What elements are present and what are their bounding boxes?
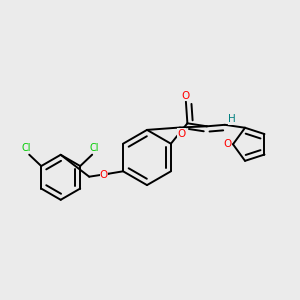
Text: H: H [228,114,236,124]
Text: Cl: Cl [22,143,31,153]
Text: Cl: Cl [90,143,99,153]
Text: O: O [224,139,232,149]
Text: O: O [100,170,108,180]
Text: O: O [182,91,190,101]
Text: O: O [177,128,186,139]
